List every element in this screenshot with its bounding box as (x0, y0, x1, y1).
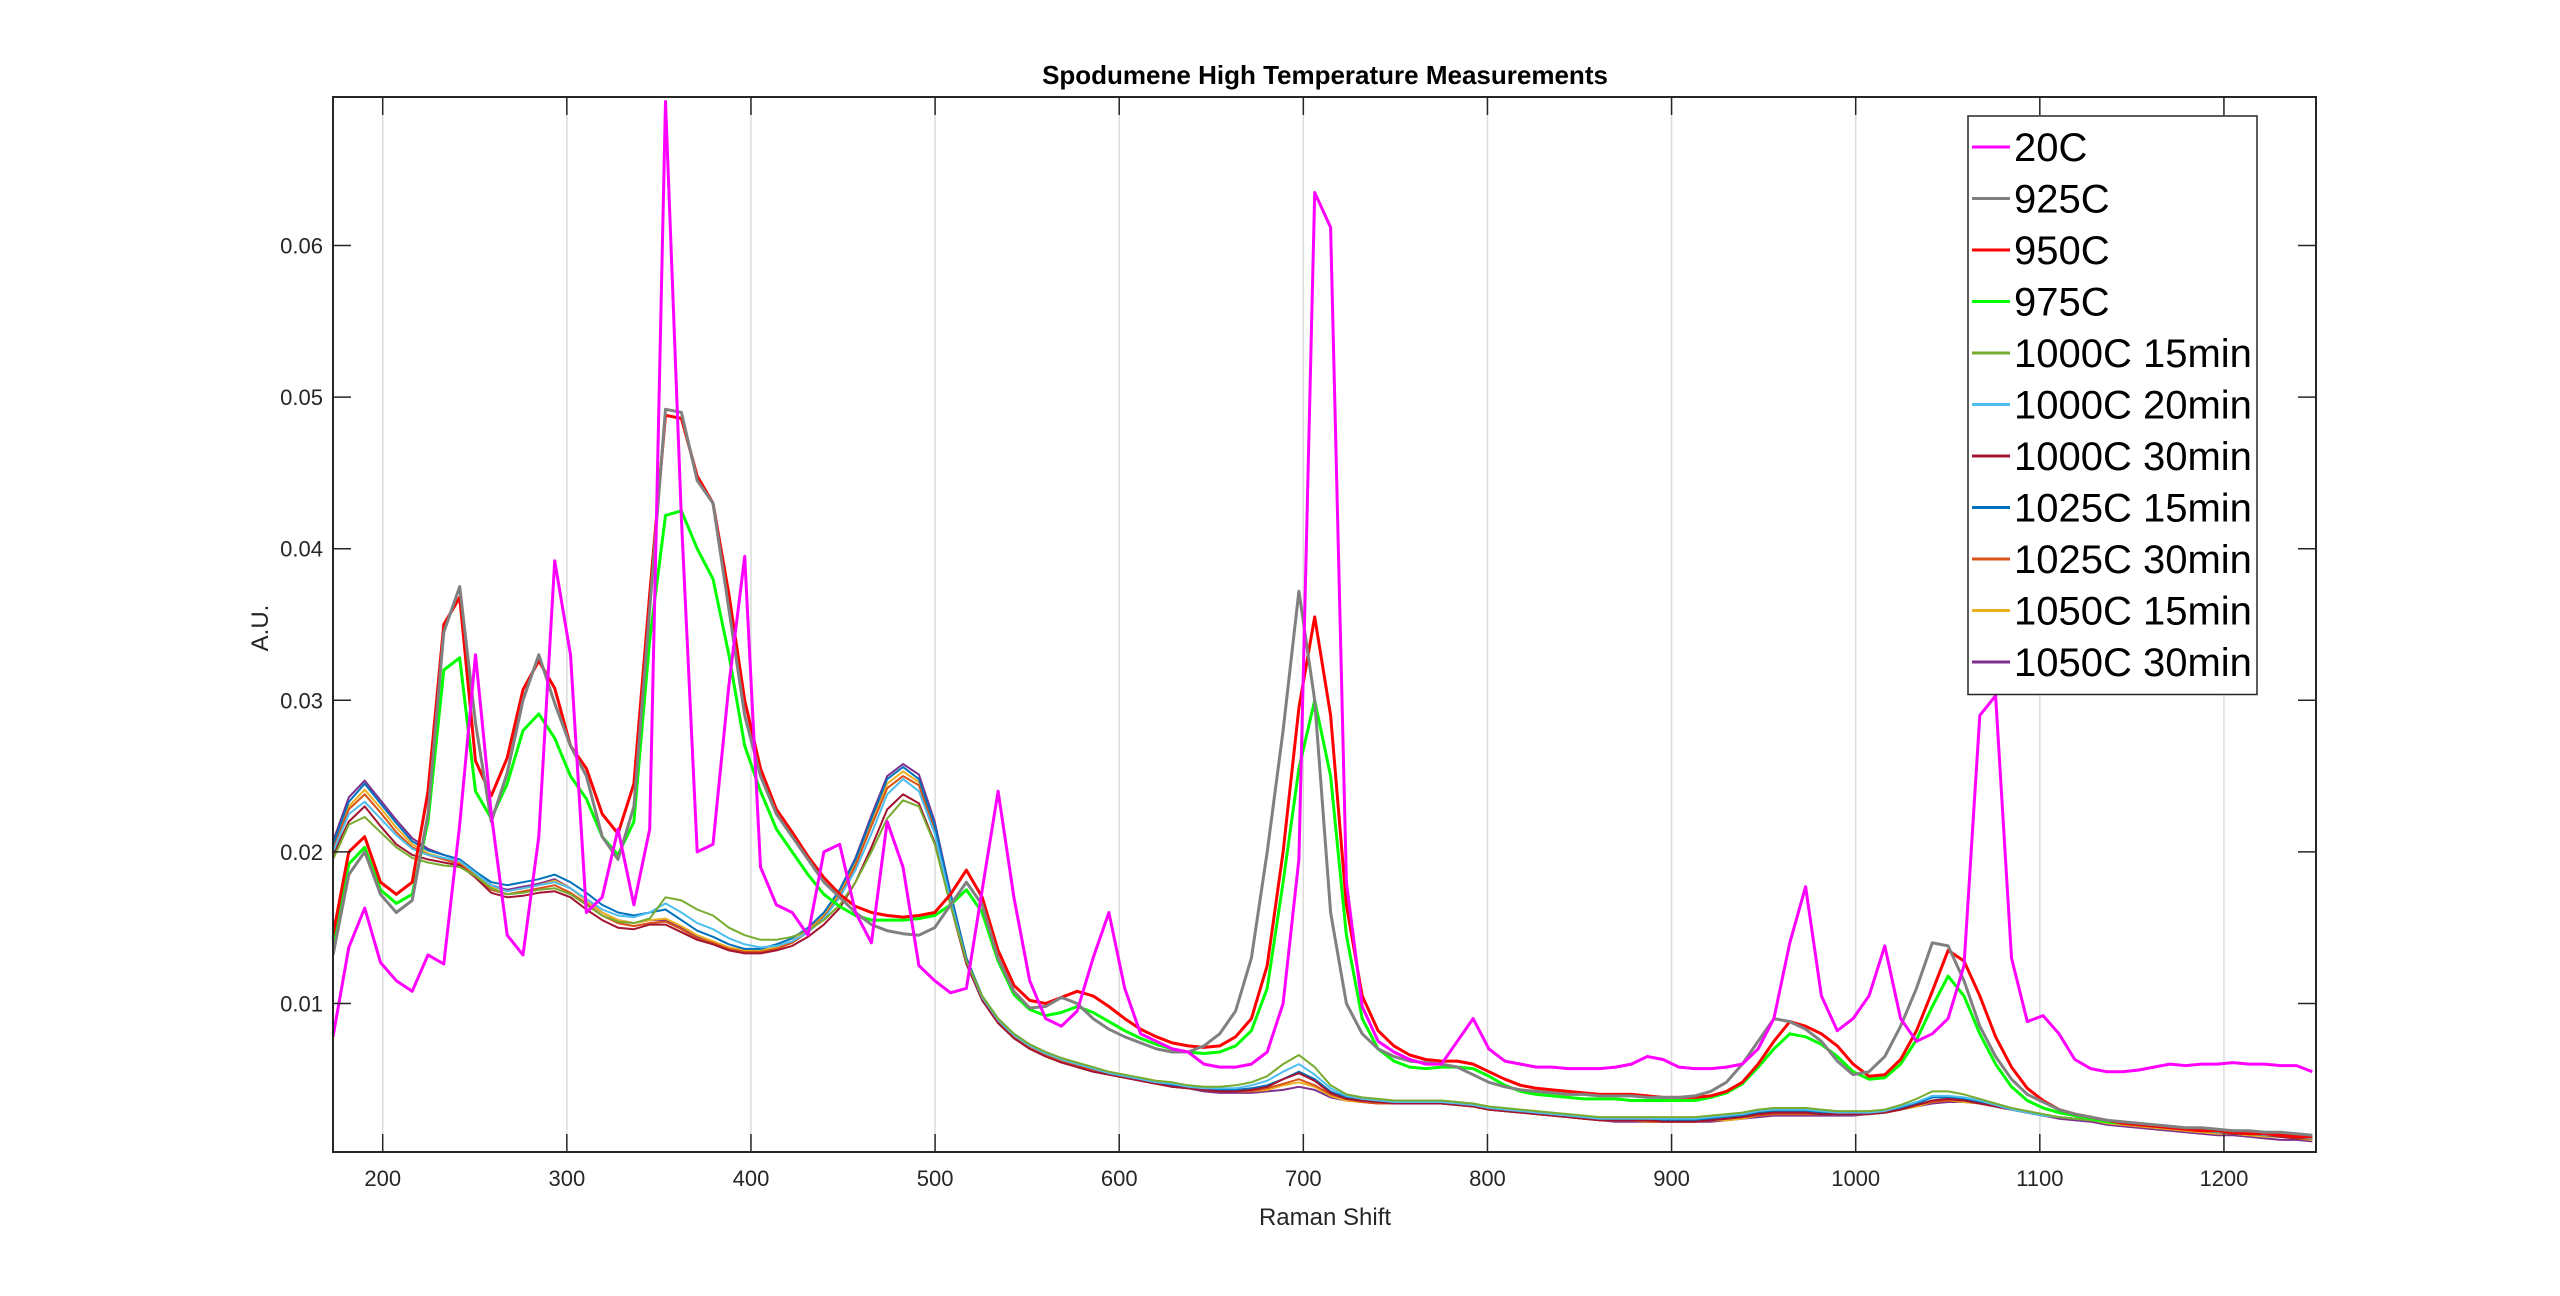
y-tick-label: 0.04 (280, 537, 323, 562)
plot-lines (333, 100, 2313, 1143)
legend-item-label: 1025C 30min (2014, 538, 2252, 582)
x-tick-label: 800 (1469, 1166, 1506, 1191)
legend-item-label: 1025C 15min (2014, 487, 2252, 531)
series-line (333, 509, 2313, 1139)
legend-item-label: 1050C 30min (2014, 641, 2252, 685)
legend-item-label: 925C (2014, 178, 2110, 222)
x-tick-label: 1100 (2016, 1166, 2063, 1191)
legend-item-label: 1050C 15min (2014, 590, 2252, 634)
series-line (333, 799, 2313, 1138)
legend-item-label: 1000C 20min (2014, 384, 2252, 428)
x-tick-label: 500 (917, 1166, 954, 1191)
x-tick-label: 900 (1653, 1166, 1690, 1191)
x-tick-label: 1000 (1831, 1166, 1880, 1191)
legend: 20C 925C 950C 975C 1000C 15min 1000C 20min 100… (1967, 115, 2258, 696)
series-line (333, 407, 2313, 1137)
y-tick-label: 0.02 (280, 840, 323, 865)
axis-ticks: 200 300 400 500 600 700 800 900 1000 1100 1200 0.01… (280, 97, 2316, 1191)
y-tick-label: 0.01 (280, 991, 323, 1016)
y-tick-label: 0.06 (280, 234, 323, 259)
legend-item-label: 1000C 30min (2014, 435, 2252, 479)
y-tick-label: 0.03 (280, 688, 323, 713)
series-line (333, 100, 2313, 1074)
legend-box (1967, 115, 2258, 696)
chart-title: Spodumene High Temperature Measurements (1042, 60, 1608, 90)
legend-item-label: 1000C 15min (2014, 332, 2252, 376)
series-line (333, 778, 2313, 1140)
x-tick-label: 1200 (2199, 1166, 2248, 1191)
x-tick-label: 600 (1101, 1166, 1138, 1191)
x-tick-label: 300 (548, 1166, 585, 1191)
y-tick-label: 0.05 (280, 385, 323, 410)
legend-item-label: 950C (2014, 229, 2110, 273)
x-tick-label: 400 (733, 1166, 770, 1191)
y-axis-label: A.U. (247, 605, 274, 652)
legend-item-label: 975C (2014, 281, 2110, 325)
series-line (333, 793, 2313, 1140)
series-line (333, 766, 2313, 1140)
legend-item-label: 20C (2014, 126, 2087, 170)
x-tick-label: 700 (1285, 1166, 1322, 1191)
x-axis-label: Raman Shift (1259, 1204, 1391, 1231)
x-tick-label: 200 (364, 1166, 401, 1191)
plot-frame (332, 96, 2317, 1153)
